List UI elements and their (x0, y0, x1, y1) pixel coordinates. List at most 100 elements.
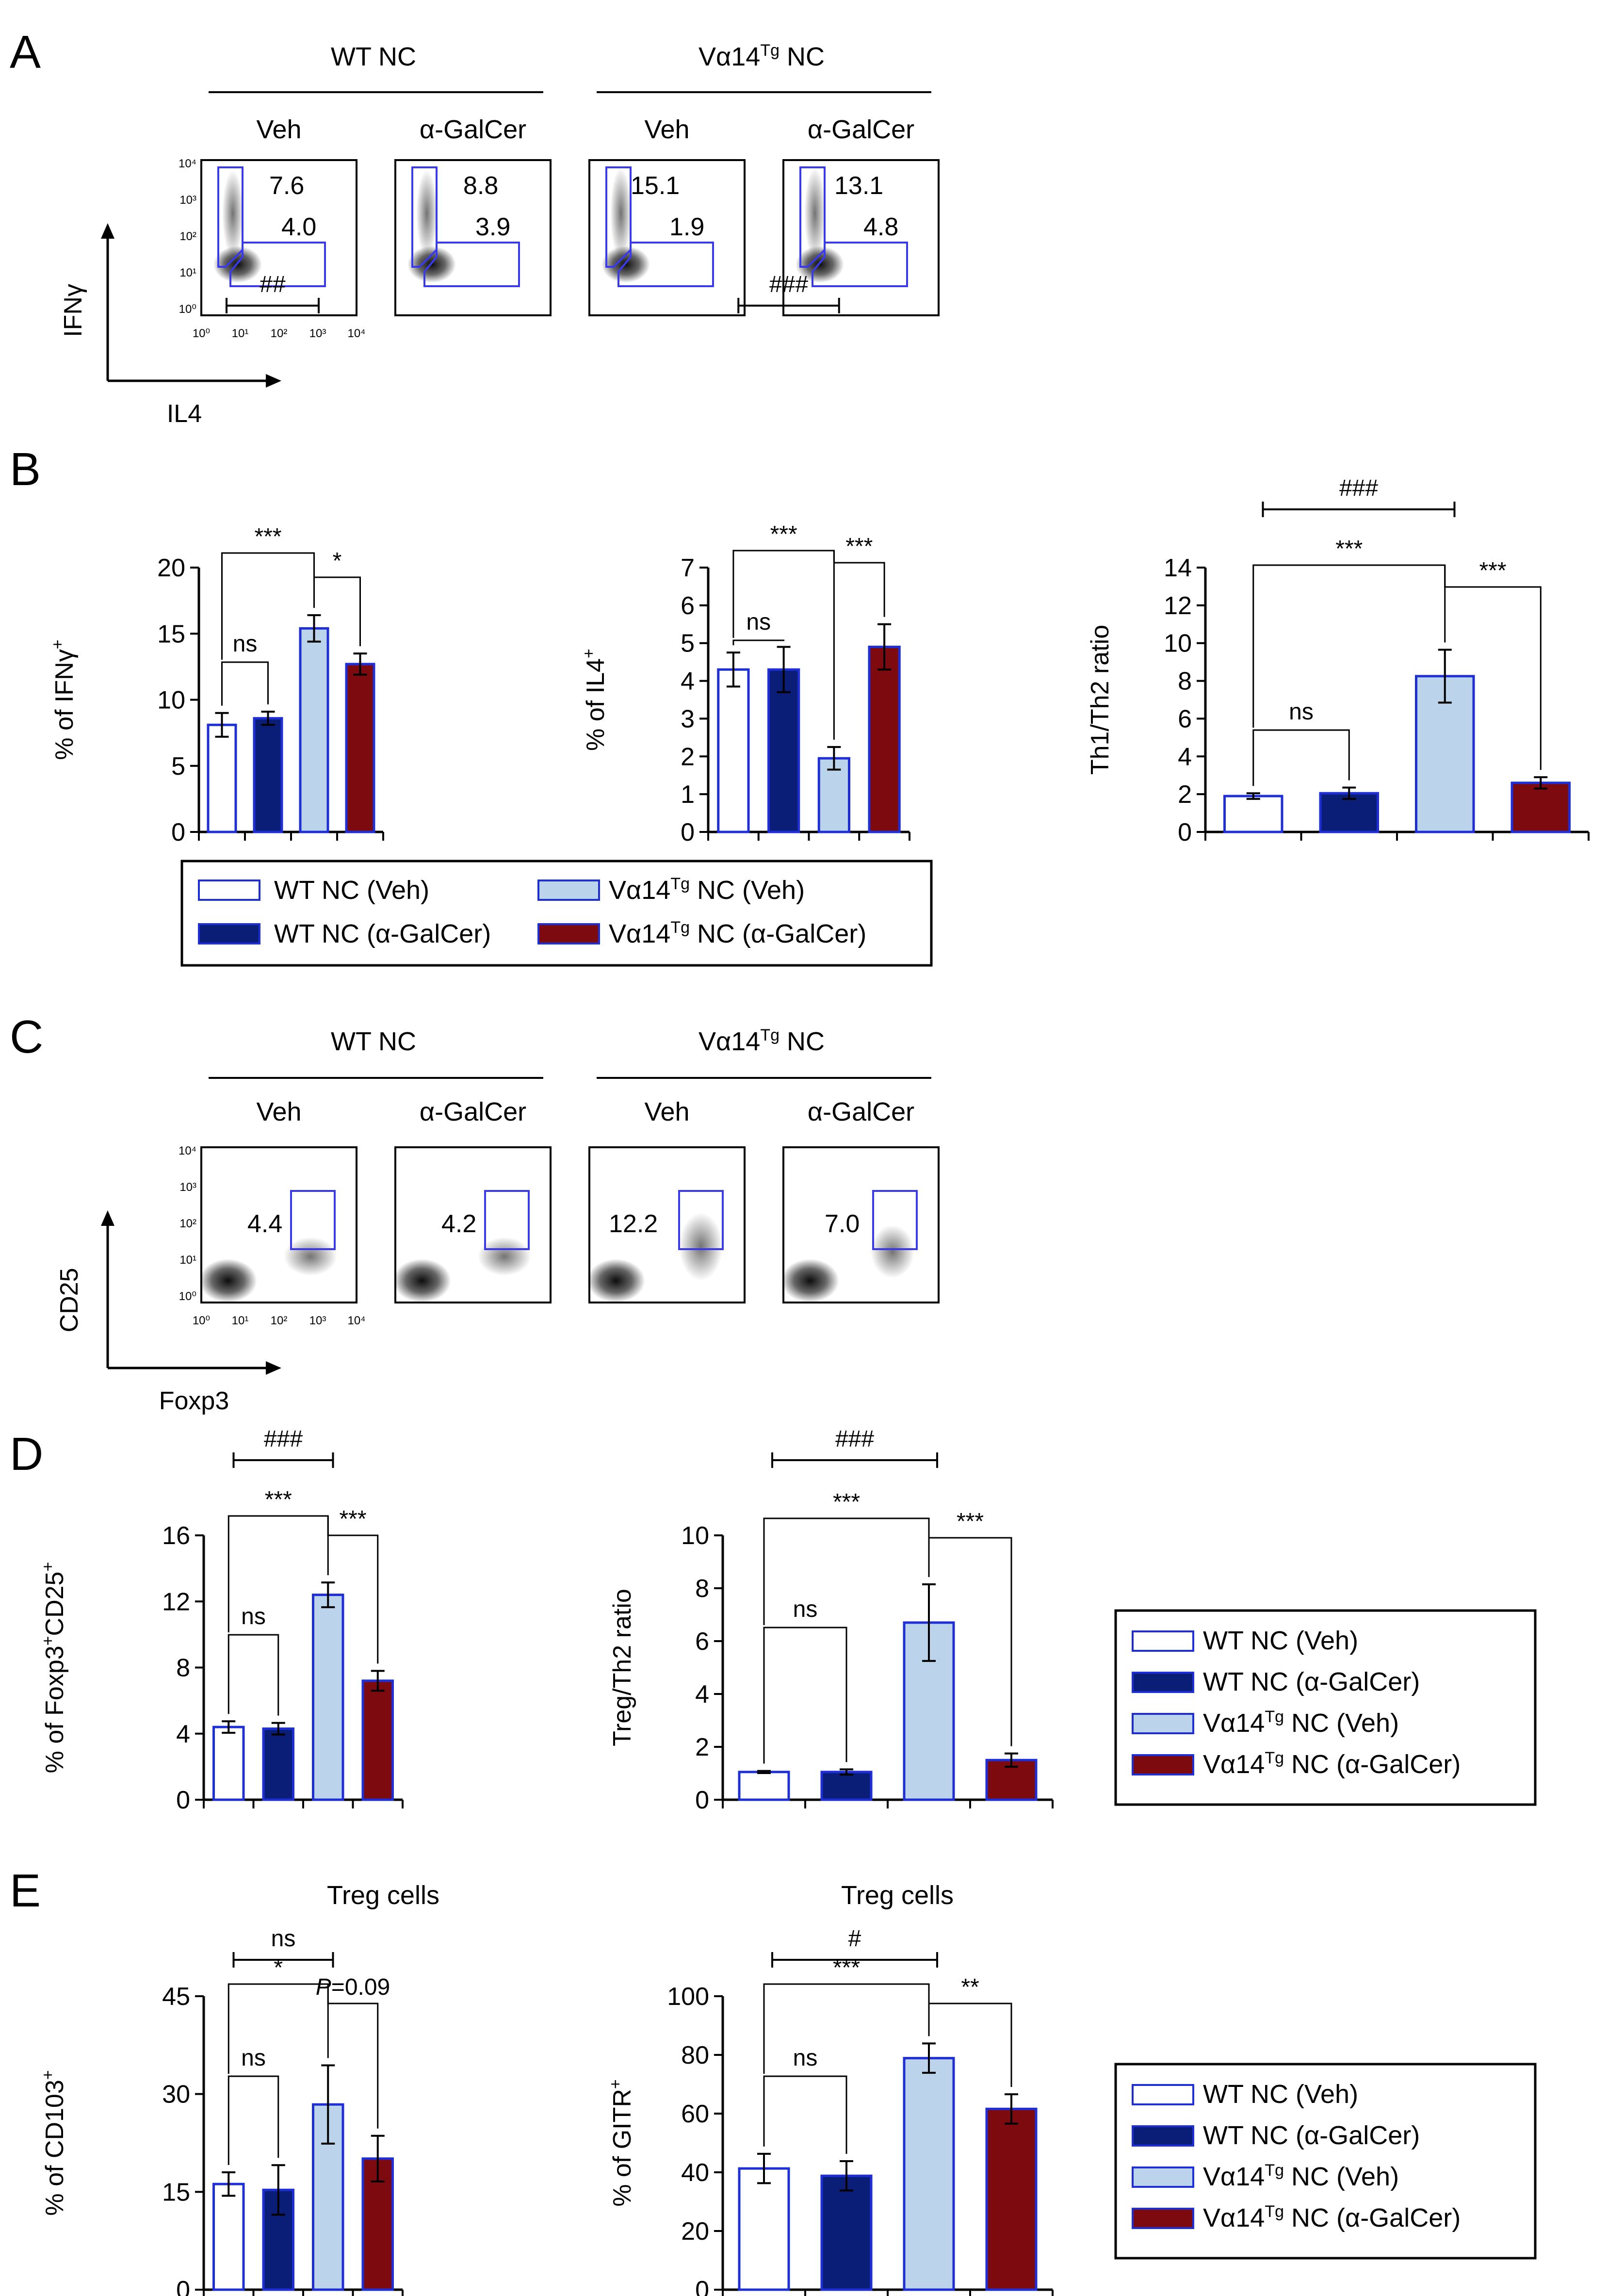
legend-label-wt-gal: WT NC (α-GalCer) (274, 919, 491, 948)
sig-label: *** (957, 1509, 984, 1534)
flow-ytick: 10³ (179, 194, 196, 207)
bar (820, 2174, 873, 2291)
panel-e-letter: E (10, 1865, 41, 1917)
chart-th1-th2: 0 2 4 6 8 10 12 14 Th1/Th2 ratio ### ns *** *** (1086, 475, 1590, 847)
flow-ytick: 10⁴ (179, 157, 196, 170)
sig-bracket (732, 639, 785, 646)
sig-label: *** (1335, 536, 1363, 562)
chart-foxp3-cd25: 0 4 8 12 16 % of Foxp3+CD25+ ### ns *** *** (39, 1426, 404, 1814)
legend-swatch-wt-gal (1132, 1672, 1194, 1693)
legend-e: WT NC (Veh) WT NC (α-GalCer) Vα14Tg NC (… (1114, 2063, 1537, 2260)
sig-label: ns (241, 2045, 266, 2071)
flow-xtick: 10⁴ (347, 1314, 365, 1327)
panel-a-flow-plot-2: 8.8 3.9 (394, 159, 552, 316)
flow-ytick: 10¹ (179, 266, 196, 279)
legend-swatch-tg-gal (537, 923, 600, 944)
flow-xtick: 10¹ (232, 1314, 249, 1327)
flow-cell-cluster (416, 170, 438, 257)
gate-value-bottom: 3.9 (475, 213, 510, 241)
flow-cell-cluster (587, 1259, 645, 1303)
flow-xtick: 10⁴ (347, 327, 365, 340)
flow-cell-cluster (222, 170, 244, 257)
y-tick-label: 14 (1164, 554, 1192, 582)
y-tick-label: 1 (681, 781, 695, 809)
bar (738, 1771, 790, 1801)
panel-c-flow-plot-2: 4.2 (393, 1146, 552, 1303)
gate-value-top: 8.8 (463, 172, 498, 200)
sig-label: ### (835, 1426, 874, 1452)
y-tick-label: 6 (1178, 705, 1192, 733)
chart-title: Treg cells (841, 1881, 954, 1910)
flow-gate (678, 1190, 724, 1250)
gate-value: 12.2 (609, 1210, 658, 1238)
flow-gate-bottom (617, 242, 714, 287)
sig-label: ns (233, 631, 258, 657)
legend-label-tg-gal: Vα14Tg NC (α-GalCer) (1203, 2202, 1461, 2232)
y-axis-label: % of Foxp3+CD25+ (39, 1562, 69, 1774)
sig-bracket (833, 551, 885, 617)
panel-d-letter: D (10, 1428, 43, 1480)
gate-value-top: 15.1 (631, 172, 680, 200)
sig-bracket (1444, 565, 1542, 770)
sig-label: * (274, 1955, 283, 1981)
sig-bracket (763, 1517, 930, 1625)
sig-label: *** (1479, 558, 1506, 584)
flow-gate (290, 1190, 336, 1250)
legend-label-tg-veh: Vα14Tg NC (Veh) (609, 875, 805, 905)
flow-xtick: 10⁰ (193, 1314, 210, 1327)
panel-a-x-arrowhead (266, 374, 281, 388)
y-tick-label: 20 (157, 554, 185, 582)
bar (767, 668, 800, 833)
panel-c-xlabel: Foxp3 (159, 1387, 229, 1415)
y-tick-label: 15 (157, 620, 185, 648)
sig-bracket (227, 2075, 279, 2165)
legend-label-tg-gal: Vα14Tg NC (α-GalCer) (1203, 1749, 1461, 1779)
legend-label-wt-veh: WT NC (Veh) (1203, 1626, 1358, 1655)
flow-gate (872, 1190, 918, 1250)
bar (820, 1771, 873, 1801)
y-tick-label: 20 (681, 2217, 709, 2246)
sig-label: ** (961, 1974, 979, 2000)
legend-b-frame (180, 860, 933, 967)
sig-bracket (221, 661, 269, 706)
y-tick-label: 5 (171, 752, 185, 781)
bar (212, 2182, 245, 2291)
panel-a-cond-3: Veh (644, 115, 689, 144)
flow-ytick: 10² (179, 230, 196, 243)
panel-a-flow-plot-3: 15.1 1.9 (588, 159, 746, 316)
flow-xtick: 10⁰ (193, 327, 210, 340)
panel-c-letter: C (10, 1011, 43, 1063)
panel-c-flow-plot-3: 12.2 (587, 1146, 746, 1303)
sig-bracket (227, 1515, 329, 1632)
sig-bracket (732, 550, 835, 740)
flow-gate-top (799, 166, 826, 268)
panel-c-cond-1: Veh (256, 1097, 301, 1126)
panel-c-flow-plot-1: 4.4 (199, 1146, 357, 1303)
gate-value-bottom: 4.8 (863, 213, 898, 241)
bar (299, 627, 329, 833)
sig-bracket (221, 552, 315, 660)
gate-value-bottom: 4.0 (281, 213, 316, 241)
y-tick-label: 10 (1164, 630, 1192, 658)
sig-label: *** (339, 1506, 366, 1532)
flow-cell-cluster (679, 1213, 723, 1281)
sig-label: ns (793, 2045, 818, 2071)
gate-value: 7.0 (825, 1210, 860, 1238)
panel-c-cond-4: α-GalCer (808, 1097, 914, 1126)
sig-bracket (763, 1983, 930, 2074)
flow-ytick: 10¹ (179, 1254, 196, 1267)
legend-b: WT NC (Veh) WT NC (α-GalCer) Vα14Tg NC (… (180, 860, 933, 967)
y-tick-label: 0 (1178, 818, 1192, 847)
panel-a-group-tg: Vα14Tg NC (698, 41, 825, 71)
flow-cell-cluster (393, 1259, 451, 1303)
flow-ytick: 10⁴ (179, 1144, 196, 1157)
flow-cell-cluster (804, 167, 826, 260)
y-tick-label: 7 (681, 554, 695, 582)
sig-label: ### (1339, 475, 1378, 501)
sig-bracket (763, 1627, 847, 1764)
panel-a-letter: A (10, 26, 41, 78)
bar (312, 1594, 344, 1801)
y-axis-label: % of GITR+ (606, 2079, 636, 2207)
flow-xtick: 10² (271, 327, 288, 340)
bar (717, 668, 750, 833)
